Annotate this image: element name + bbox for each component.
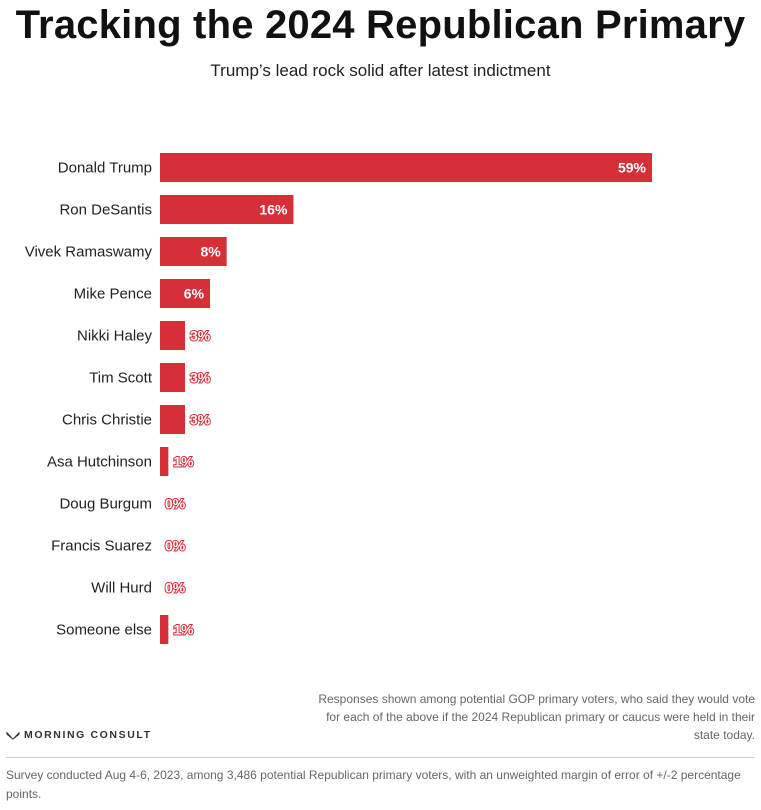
bar: [160, 279, 211, 308]
data-label: 3%: [190, 412, 211, 428]
data-label: 8%: [200, 244, 221, 260]
data-label: 3%: [190, 328, 211, 344]
data-label: 3%: [190, 370, 211, 386]
category-label: Nikki Haley: [77, 328, 153, 345]
bar: [160, 405, 186, 434]
category-label: Will Hurd: [91, 580, 152, 597]
category-label: Doug Burgum: [59, 496, 152, 513]
data-label: 0%: [165, 538, 186, 554]
morning-consult-logo: MORNING CONSULT: [6, 729, 152, 741]
data-label: 16%: [259, 202, 288, 218]
brand-name: MORNING CONSULT: [24, 729, 152, 741]
survey-footnote: Survey conducted Aug 4-6, 2023, among 3,…: [6, 768, 741, 801]
category-label: Someone else: [56, 622, 152, 639]
bar: [160, 237, 227, 266]
data-label: 0%: [165, 496, 186, 512]
category-label: Chris Christie: [62, 412, 152, 429]
data-label: 59%: [618, 160, 647, 176]
chart-subtitle: Trump’s lead rock solid after latest ind…: [210, 61, 551, 80]
bar: [160, 363, 186, 392]
morning-consult-m-icon: [6, 731, 20, 740]
category-label: Tim Scott: [89, 370, 153, 387]
category-label: Donald Trump: [58, 160, 152, 177]
chart-title: Tracking the 2024 Republican Primary: [15, 3, 746, 47]
category-label: Mike Pence: [74, 286, 152, 303]
bar: [160, 195, 294, 224]
category-label: Francis Suarez: [51, 538, 152, 555]
bar-chart: Donald Trump 59% Ron DeSantis 16% Vivek Rama…: [25, 153, 652, 644]
data-label: 6%: [184, 286, 205, 302]
category-label: Ron DeSantis: [59, 202, 152, 219]
data-label: 1%: [173, 454, 194, 470]
bar: [160, 447, 169, 476]
methodology-note: Responses shown among potential GOP prim…: [318, 692, 755, 742]
bar: [160, 615, 169, 644]
data-label: 1%: [173, 622, 194, 638]
footer-divider: [6, 757, 755, 758]
category-label: Vivek Ramaswamy: [25, 244, 153, 261]
bar: [160, 321, 186, 350]
data-label: 0%: [165, 580, 186, 596]
bar: [160, 153, 652, 182]
category-label: Asa Hutchinson: [47, 454, 152, 471]
